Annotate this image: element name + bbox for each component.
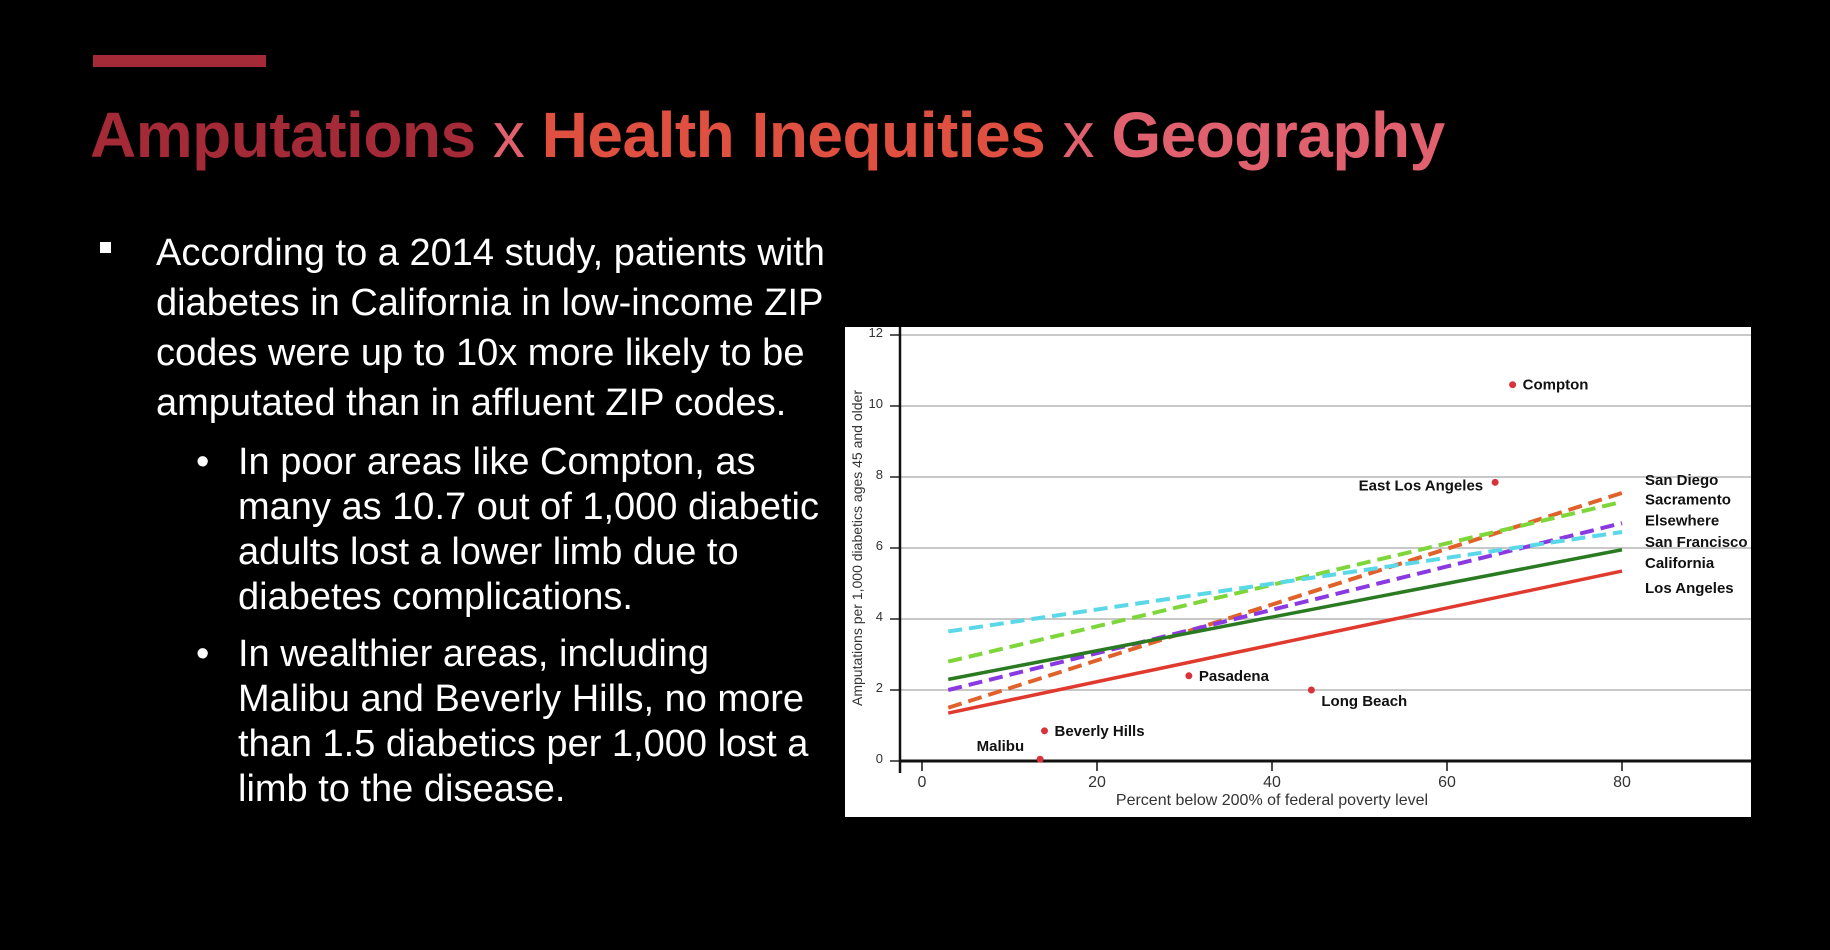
slide-title: Amputations x Health Inequities x Geogra… [90, 98, 1445, 172]
x-tick-label: 80 [1613, 774, 1631, 791]
title-amputations: Amputations [90, 99, 476, 171]
y-tick-label: 0 [876, 751, 883, 766]
series-label: Sacramento [1645, 491, 1731, 508]
y-tick-label: 2 [876, 680, 883, 695]
y-axis-label: Amputations per 1,000 diabetics ages 45 … [849, 390, 865, 706]
point-label: Pasadena [1199, 668, 1270, 685]
title-sep: x [1045, 99, 1112, 171]
bullet-list: According to a 2014 study, patients with… [100, 228, 830, 812]
sub-bullet-text: In wealthier areas, including Malibu and… [238, 633, 809, 810]
accent-bar [93, 55, 266, 67]
data-point [1509, 381, 1517, 389]
series-label: San Diego [1645, 472, 1718, 489]
y-tick-label: 6 [876, 538, 883, 553]
series-line-san-francisco [947, 530, 1623, 634]
bullet-dot-icon: • [196, 441, 210, 483]
amputation-chart: 0 2 4 6 8 10 12 0 20 40 60 80 Percent below 200% of … [845, 325, 1751, 817]
series-line-los-angeles [947, 569, 1623, 715]
series-line-elsewhere [947, 521, 1623, 692]
series-label: California [1645, 555, 1715, 572]
title-sep: x [475, 99, 542, 171]
title-geography: Geography [1111, 99, 1445, 171]
point-label: East Los Angeles [1359, 477, 1483, 494]
point-label: Malibu [977, 738, 1025, 755]
bullet-dot-icon: • [196, 633, 210, 675]
point-label: Long Beach [1321, 693, 1407, 710]
series-line-california [947, 548, 1623, 682]
x-tick-label: 40 [1263, 774, 1281, 791]
data-point [1041, 727, 1048, 735]
data-point [1185, 672, 1193, 680]
title-health-inequities: Health Inequities [541, 99, 1046, 171]
data-point [1307, 686, 1315, 694]
series-label: Los Angeles [1645, 580, 1734, 597]
series-label: San Francisco [1645, 534, 1748, 551]
y-tick-label: 12 [869, 327, 883, 340]
series-label: Elsewhere [1645, 513, 1719, 530]
bullet-main: According to a 2014 study, patients with… [100, 228, 830, 428]
square-bullet-icon [100, 242, 111, 253]
point-label: Compton [1523, 377, 1589, 394]
bullet-text: According to a 2014 study, patients with… [156, 232, 825, 424]
sub-bullet: • In wealthier areas, including Malibu a… [100, 632, 830, 812]
x-tick-label: 60 [1438, 774, 1456, 791]
y-tick-label: 4 [876, 609, 883, 624]
data-point [1491, 478, 1499, 486]
x-axis-label: Percent below 200% of federal poverty le… [1116, 792, 1428, 809]
sub-bullet: • In poor areas like Compton, as many as… [100, 440, 830, 620]
chart-svg: 0 2 4 6 8 10 12 0 20 40 60 80 Percent below 200% of … [849, 325, 1751, 809]
y-tick-label: 10 [869, 396, 883, 411]
point-label: Beverly Hills [1055, 723, 1145, 740]
x-tick-label: 20 [1088, 774, 1106, 791]
x-tick-label: 0 [918, 774, 927, 791]
sub-bullet-text: In poor areas like Compton, as many as 1… [238, 441, 819, 618]
data-point [1036, 755, 1044, 763]
y-tick-label: 8 [876, 467, 883, 482]
